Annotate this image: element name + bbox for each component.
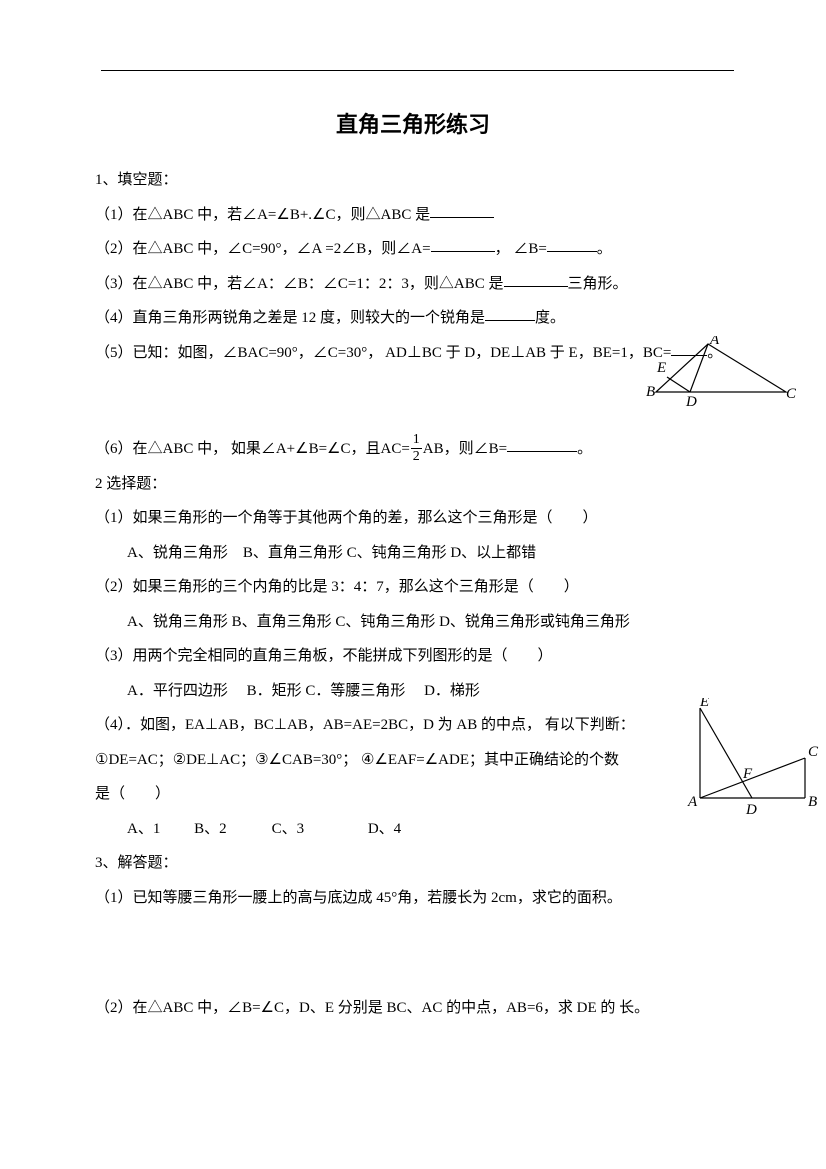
spacer [95, 370, 731, 432]
section1-head: 1、填空题： [95, 163, 731, 198]
q1-5: （5）已知：如图，∠BAC=90°，∠C=30°， AD⊥BC 于 D，DE⊥A… [95, 336, 731, 371]
blank [507, 436, 577, 452]
q2-2-opts: A、锐角三角形 B、直角三角形 C、钝角三角形 D、锐角三角形或钝角三角形 [95, 605, 731, 640]
q1-2-a: （2）在△ABC 中，∠C=90°，∠A =2∠B，则∠A= [95, 241, 431, 257]
q1-6: （6）在△ABC 中， 如果∠A+∠B=∠C，且AC=12AB，则∠B= 。 [95, 432, 731, 467]
q1-3-b: 三角形。 [568, 276, 628, 292]
q3-2: （2）在△ABC 中，∠B=∠C，D、E 分别是 BC、AC 的中点，AB=6，… [95, 991, 731, 1026]
spacer [95, 915, 731, 991]
q2-4-c: 是（ ） [95, 777, 731, 812]
label-B: B [808, 794, 817, 810]
blank [430, 202, 494, 218]
figure-2: E A B C D F [685, 698, 820, 823]
frac-den: 2 [411, 449, 422, 464]
blank [504, 271, 568, 287]
section3-head: 3、解答题： [95, 846, 731, 881]
q1-5-a: （5）已知：如图，∠BAC=90°，∠C=30°， AD⊥BC 于 D，DE⊥A… [95, 345, 671, 361]
label-D: D [745, 802, 757, 818]
q2-3: （3）用两个完全相同的直角三角板，不能拼成下列图形的是（ ） [95, 639, 731, 674]
label-E: E [656, 360, 666, 376]
q1-6-c: 。 [577, 441, 592, 457]
blank [431, 236, 495, 252]
q1-2-b: ， ∠B= [495, 241, 547, 257]
geom-figure-icon: E A B C D F [685, 698, 820, 818]
label-B: B [646, 384, 655, 400]
q1-2: （2）在△ABC 中，∠C=90°，∠A =2∠B，则∠A= ， ∠B= 。 [95, 232, 731, 267]
q1-6-b: AB，则∠B= [423, 441, 507, 457]
q1-4-a: （4）直角三角形两锐角之差是 12 度，则较大的一个锐角是 [95, 310, 485, 326]
q1-4-b: 度。 [535, 310, 565, 326]
label-D: D [685, 394, 697, 406]
q2-3-opts: A．平行四边形 B．矩形 C．等腰三角形 D．梯形 [95, 674, 731, 709]
q2-1-opts: A、锐角三角形 B、直角三角形 C、钝角三角形 D、以上都错 [95, 536, 731, 571]
blank [485, 305, 535, 321]
q1-3: （3）在△ABC 中，若∠A：∠B：∠C=1：2：3，则△ABC 是 三角形。 [95, 267, 731, 302]
q2-1: （1）如果三角形的一个角等于其他两个角的差，那么这个三角形是（ ） [95, 501, 731, 536]
label-A: A [687, 794, 698, 810]
label-A: A [709, 336, 720, 348]
label-C: C [786, 386, 796, 402]
q1-1: （1）在△ABC 中，若∠A=∠B+.∠C，则△ABC 是 [95, 198, 731, 233]
label-C: C [808, 744, 819, 760]
section2-head: 2 选择题： [95, 467, 731, 502]
q1-6-a: （6）在△ABC 中， 如果∠A+∠B=∠C，且AC= [95, 441, 410, 457]
page-title: 直角三角形练习 [95, 107, 731, 139]
frac-num: 1 [411, 433, 422, 449]
q3-1: （1）已知等腰三角形一腰上的高与底边成 45°角，若腰长为 2cm，求它的面积。 [95, 881, 731, 916]
q1-2-c: 。 [597, 241, 612, 257]
label-E: E [699, 698, 709, 710]
q2-4-b: ①DE=AC；②DE⊥AC；③∠CAB=30°； ④∠EAF=∠ADE；其中正确… [95, 743, 731, 778]
q2-4-a: （4）．如图，EA⊥AB，BC⊥AB，AB=AE=2BC，D 为 AB 的中点，… [95, 708, 731, 743]
q2-2: （2）如果三角形的三个内角的比是 3：4：7，那么这个三角形是（ ） [95, 570, 731, 605]
page: 直角三角形练习 1、填空题： （1）在△ABC 中，若∠A=∠B+.∠C，则△A… [0, 0, 826, 1169]
figure-1: A B C D E [646, 336, 796, 411]
top-rule [101, 70, 734, 71]
q1-1-text: （1）在△ABC 中，若∠A=∠B+.∠C，则△ABC 是 [95, 207, 430, 223]
blank [547, 236, 597, 252]
q1-3-a: （3）在△ABC 中，若∠A：∠B：∠C=1：2：3，则△ABC 是 [95, 276, 504, 292]
label-F: F [742, 766, 753, 782]
q1-4: （4）直角三角形两锐角之差是 12 度，则较大的一个锐角是 度。 [95, 301, 731, 336]
triangle-abc-icon: A B C D E [646, 336, 796, 406]
q2-4-opts: A、1 B、2 C、3 D、4 [95, 812, 731, 847]
fraction-half: 12 [411, 433, 422, 464]
